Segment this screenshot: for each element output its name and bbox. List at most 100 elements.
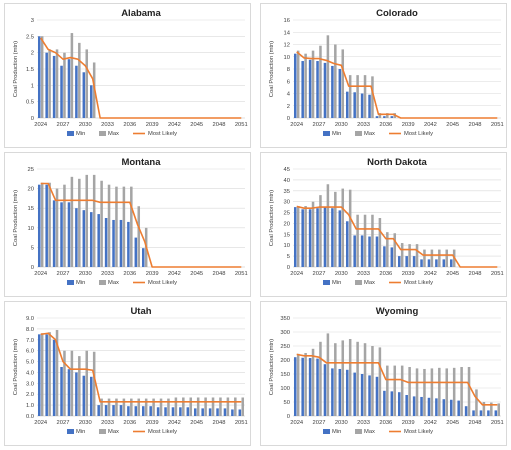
bar-min bbox=[119, 219, 123, 267]
bar-min bbox=[82, 375, 86, 416]
x-tick-label: 2051 bbox=[235, 122, 248, 128]
bar-max bbox=[393, 233, 397, 267]
bar-max bbox=[130, 186, 133, 267]
line-most-likely bbox=[296, 205, 498, 268]
y-tick-label: 50 bbox=[284, 400, 290, 406]
bar-max bbox=[296, 353, 300, 416]
y-tick-label: 15 bbox=[284, 232, 290, 238]
bar-max bbox=[363, 343, 367, 416]
bar-max bbox=[159, 398, 163, 416]
bar-max bbox=[408, 367, 411, 416]
bar-min bbox=[405, 395, 408, 416]
bar-max bbox=[378, 347, 382, 416]
x-tick-label: 2027 bbox=[57, 122, 70, 128]
x-tick-label: 2039 bbox=[402, 122, 415, 128]
bar-max bbox=[408, 244, 411, 267]
chart-title: Utah bbox=[130, 306, 151, 317]
bar-max bbox=[78, 356, 81, 416]
y-tick-label: 2 bbox=[287, 104, 290, 110]
bar-min bbox=[375, 116, 379, 118]
bar-min bbox=[60, 202, 63, 267]
bar-min bbox=[89, 212, 93, 267]
legend-label-most-likely: Most Likely bbox=[404, 429, 433, 435]
y-tick-label: 1 bbox=[31, 83, 34, 89]
bar-max bbox=[490, 402, 493, 416]
legend-label-most-likely: Most Likely bbox=[404, 131, 433, 137]
bar-min bbox=[360, 235, 364, 267]
bar-max bbox=[70, 33, 74, 118]
legend-label-max: Max bbox=[108, 131, 119, 137]
y-tick-label: 5.0 bbox=[26, 360, 34, 366]
bar-max bbox=[326, 35, 330, 118]
bar-max bbox=[475, 389, 478, 416]
bar-min bbox=[112, 219, 115, 267]
bar-min bbox=[37, 334, 41, 416]
bar-max bbox=[371, 346, 374, 416]
bar-max bbox=[423, 249, 426, 267]
bar-max bbox=[55, 49, 59, 118]
y-tick-label: 7.0 bbox=[26, 338, 34, 344]
bar-min bbox=[442, 259, 446, 267]
bar-max bbox=[467, 367, 471, 416]
y-tick-label: 8 bbox=[287, 67, 290, 73]
bar-max bbox=[219, 397, 222, 416]
bar-max bbox=[319, 341, 322, 416]
y-tick-label: 20 bbox=[28, 187, 34, 193]
bar-max bbox=[341, 188, 345, 267]
legend-swatch-max bbox=[99, 429, 106, 434]
bar-min bbox=[353, 92, 356, 118]
bar-max bbox=[393, 365, 397, 416]
bar-min bbox=[75, 208, 78, 267]
x-tick-label: 2030 bbox=[79, 420, 92, 426]
x-tick-label: 2042 bbox=[424, 420, 437, 426]
bar-min bbox=[383, 390, 386, 416]
y-tick-label: 6.0 bbox=[26, 349, 34, 355]
y-tick-label: 1.0 bbox=[26, 403, 34, 409]
bar-max bbox=[211, 397, 215, 416]
x-tick-label: 2033 bbox=[357, 122, 370, 128]
legend-swatch-max bbox=[355, 429, 362, 434]
bar-min bbox=[179, 407, 182, 416]
bar-min bbox=[89, 85, 93, 118]
y-tick-label: 0.5 bbox=[26, 100, 34, 106]
bar-min bbox=[60, 65, 63, 118]
bar-min bbox=[345, 91, 349, 118]
legend-label-min: Min bbox=[332, 131, 341, 137]
line-most-likely bbox=[40, 37, 242, 119]
y-tick-label: 0 bbox=[31, 116, 34, 122]
bar-min bbox=[97, 405, 100, 416]
bar-max bbox=[348, 189, 352, 267]
bar-min bbox=[353, 235, 356, 267]
bar-min bbox=[412, 256, 416, 267]
x-tick-label: 2051 bbox=[491, 420, 504, 426]
bar-min bbox=[67, 369, 71, 416]
bar-max bbox=[386, 232, 389, 267]
bar-max bbox=[348, 339, 352, 416]
bar-min bbox=[164, 407, 167, 416]
bar-max bbox=[311, 201, 315, 267]
bar-min bbox=[397, 256, 401, 267]
chart-panel-colorado: Colorado 0 2 4 6 8 10 12 14 16 Coal Production (mt… bbox=[260, 3, 507, 148]
bar-min bbox=[412, 396, 416, 416]
bar-max bbox=[63, 52, 66, 118]
x-tick-label: 2036 bbox=[123, 420, 136, 426]
bar-max bbox=[196, 397, 200, 416]
chart-panel-north-dakota: North Dakota 0 5 10 15 20 25 30 35 40 45 Coal Produ… bbox=[260, 152, 507, 297]
bar-max bbox=[296, 206, 300, 267]
x-tick-label: 2045 bbox=[446, 420, 459, 426]
bar-max bbox=[63, 184, 66, 267]
legend-swatch-max bbox=[99, 131, 106, 136]
bar-max bbox=[319, 195, 322, 267]
x-tick-label: 2045 bbox=[446, 271, 459, 277]
x-tick-label: 2042 bbox=[168, 122, 181, 128]
bar-min bbox=[134, 237, 138, 267]
legend-swatch-max bbox=[99, 280, 106, 285]
x-tick-label: 2030 bbox=[79, 271, 92, 277]
x-tick-label: 2027 bbox=[313, 271, 326, 277]
bar-min bbox=[435, 259, 438, 267]
line-most-likely bbox=[40, 332, 242, 403]
x-tick-label: 2039 bbox=[146, 122, 159, 128]
bar-max bbox=[92, 174, 96, 267]
chart-title: Montana bbox=[121, 157, 161, 168]
bar-min bbox=[464, 406, 468, 416]
